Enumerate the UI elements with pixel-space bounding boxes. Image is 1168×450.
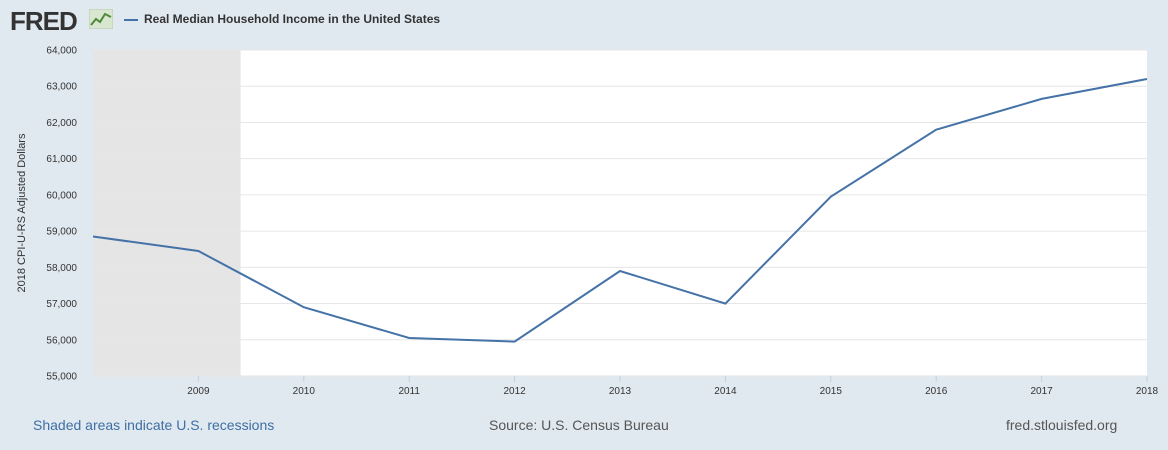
y-tick-label: 58,000 [46, 263, 77, 274]
y-tick-label: 59,000 [46, 227, 77, 238]
y-tick-label: 61,000 [46, 154, 77, 165]
y-tick-label: 62,000 [46, 118, 77, 129]
plot-area [93, 50, 1147, 376]
y-tick-label: 64,000 [46, 46, 77, 57]
y-tick-label: 55,000 [46, 372, 77, 383]
x-tick-label: 2017 [1030, 386, 1053, 397]
fred-logo-chart-icon [89, 9, 113, 29]
x-axis-ticks: 2009 2010 2011 2012 2013 2014 2015 2016 2017 2018 [187, 376, 1159, 397]
site-url: fred.stlouisfed.org [1006, 417, 1118, 433]
recession-note-link[interactable]: Shaded areas indicate U.S. recessions [33, 417, 275, 433]
y-tick-label: 63,000 [46, 82, 77, 93]
x-tick-label: 2013 [609, 386, 632, 397]
legend-label: Real Median Household Income in the Unit… [144, 12, 441, 26]
recession-shading [93, 50, 241, 376]
x-tick-label: 2012 [503, 386, 526, 397]
x-tick-label: 2010 [293, 386, 316, 397]
gridlines [93, 49, 1147, 377]
y-tick-label: 56,000 [46, 335, 77, 346]
x-tick-label: 2009 [187, 386, 210, 397]
chart-header: FRED Real Median Household Income in the… [0, 0, 1168, 40]
y-axis-label: 2018 CPI-U-RS Adjusted Dollars [16, 133, 28, 292]
x-tick-label: 2015 [820, 386, 843, 397]
y-tick-label: 60,000 [46, 190, 77, 201]
series-line[interactable] [92, 78, 1148, 343]
x-tick-label: 2014 [714, 386, 737, 397]
y-tick-label: 57,000 [46, 299, 77, 310]
x-tick-label: 2016 [925, 386, 948, 397]
source-note: Source: U.S. Census Bureau [489, 417, 669, 433]
x-tick-label: 2011 [398, 386, 420, 397]
legend-line-swatch [124, 19, 138, 21]
x-tick-label: 2018 [1136, 386, 1159, 397]
y-axis-ticks: 55,000 56,000 57,000 58,000 59,000 60,000 61,0… [46, 46, 77, 383]
fred-logo[interactable]: FRED [10, 6, 78, 36]
